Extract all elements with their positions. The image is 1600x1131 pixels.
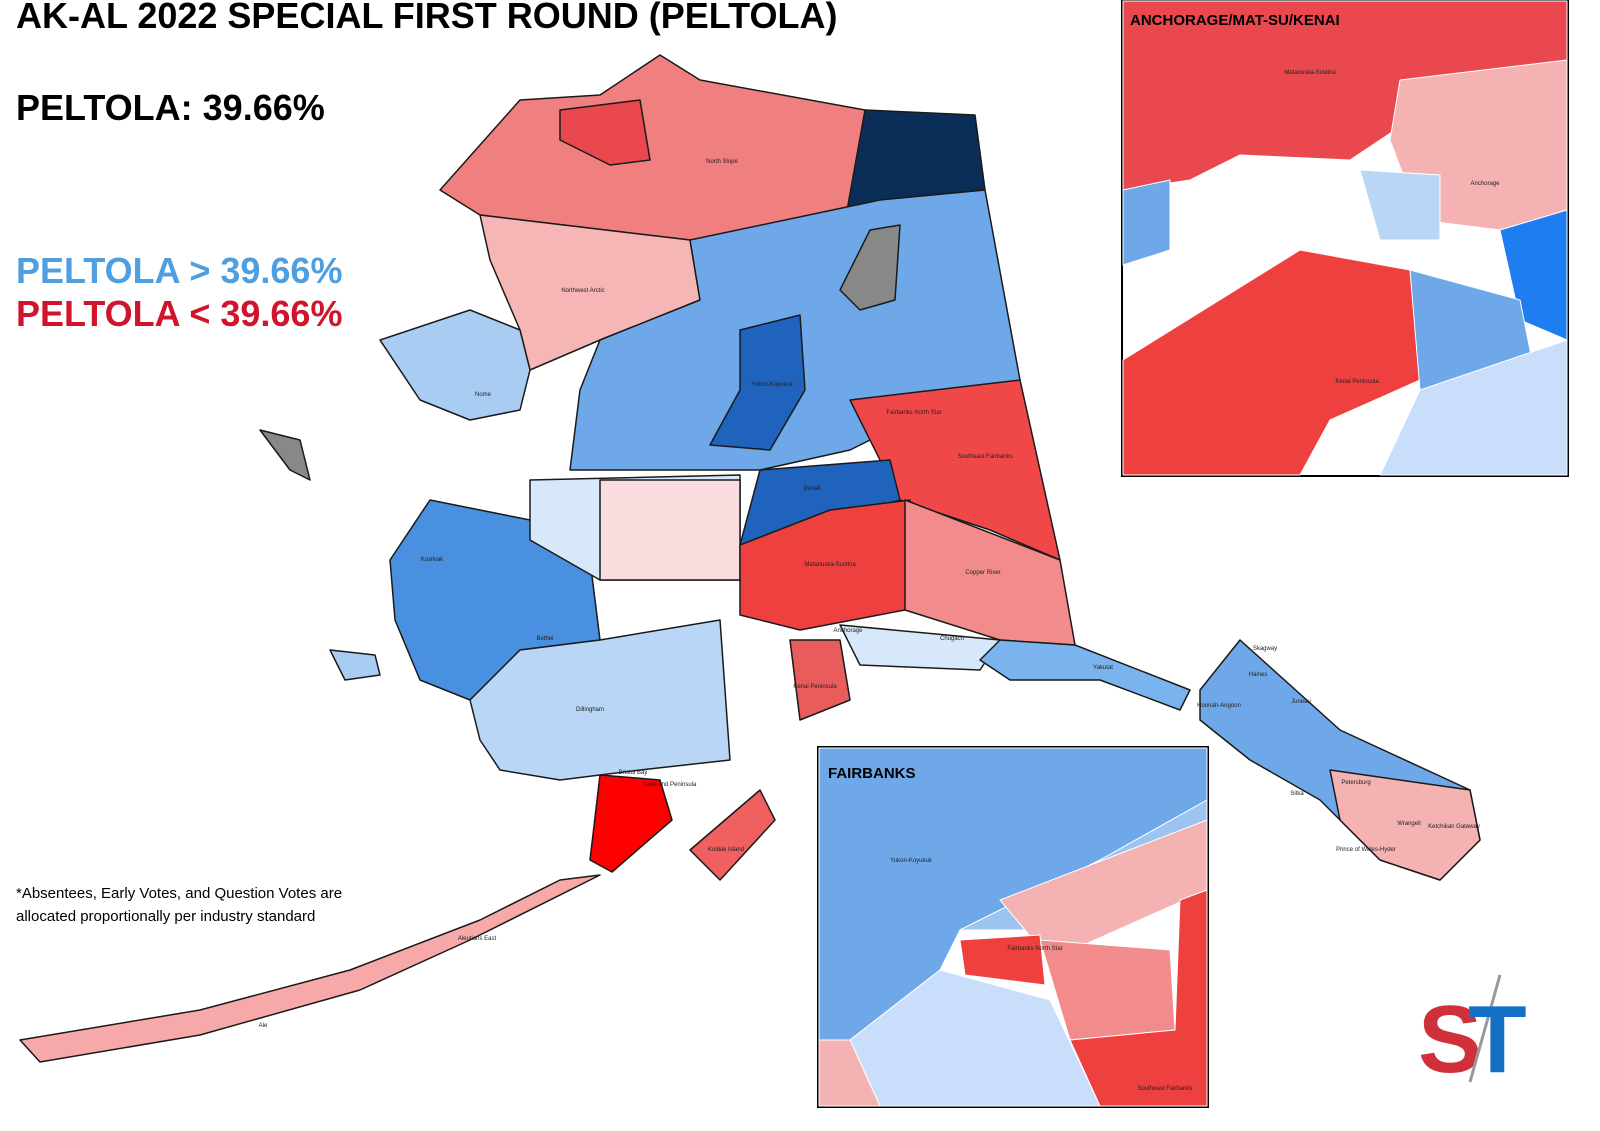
region-label: Lake and Peninsula — [644, 782, 697, 788]
statewide-result: PELTOLA: 39.66% — [16, 87, 325, 128]
logo: S T — [1418, 974, 1527, 1093]
region-label: Yukon-Koyukuk — [890, 858, 933, 864]
region-label: Kenai Peninsula — [1335, 379, 1379, 385]
region-label: Kenai Peninsula — [793, 684, 837, 690]
region-label: Kodiak Island — [708, 847, 744, 853]
region-label: Fairbanks North Star — [886, 410, 941, 416]
region-label: Ale — [259, 1023, 268, 1029]
region-label: Bristol Bay — [619, 770, 648, 776]
region-label: Yukon-Koyukuk — [751, 382, 794, 388]
region-label: Copper River — [965, 570, 1000, 576]
region-label: Matanuska-Susitna — [1284, 70, 1336, 76]
alaska-map — [19, 54, 1481, 1063]
region-label: Aleutians East — [458, 936, 497, 942]
region-label: North Slope — [706, 159, 738, 165]
region-label: Haines — [1249, 672, 1268, 678]
region-label: Denali — [803, 486, 820, 492]
anchorage-inset — [1121, 0, 1569, 477]
logo-letter: T — [1468, 986, 1527, 1093]
fairbanks-inset — [817, 746, 1209, 1108]
region-label: Hoonah-Angoon — [1197, 703, 1241, 709]
region-label: Northwest Arctic — [561, 288, 604, 294]
region-label: Dillingham — [576, 707, 604, 713]
footnote: allocated proportionally per industry st… — [16, 908, 315, 925]
region-label: Sitka — [1290, 791, 1304, 797]
region-label: Anchorage — [1470, 181, 1500, 187]
region-label: Bethel — [536, 636, 553, 642]
region-label: Fairbanks North Star — [1007, 946, 1062, 952]
region-label: Nome — [475, 392, 492, 398]
region-label: Ketchikan Gateway — [1428, 824, 1480, 830]
region-label: Matanuska-Susitna — [804, 562, 856, 568]
region-label: Chugach — [940, 636, 964, 642]
region-label: Prince of Wales-Hyder — [1336, 847, 1396, 853]
region-label: Wrangell — [1397, 821, 1421, 827]
region-label: Southeast Fairbanks — [957, 454, 1012, 460]
region-label: Petersburg — [1341, 780, 1370, 786]
inset-title: ANCHORAGE/MAT-SU/KENAI — [1130, 12, 1340, 29]
region-label: Anchorage — [833, 628, 863, 634]
legend-above: PELTOLA > 39.66% — [16, 250, 342, 291]
region-label: Skagway — [1253, 646, 1277, 652]
title: AK-AL 2022 SPECIAL FIRST ROUND (PELTOLA) — [16, 0, 837, 36]
inset-title: FAIRBANKS — [828, 765, 916, 782]
footnote: *Absentees, Early Votes, and Question Vo… — [16, 885, 342, 902]
labels: North Slope Northwest Arctic Nome Yukon-Koy… — [259, 70, 1501, 1092]
region-label: Juneau — [1291, 699, 1311, 705]
legend-below: PELTOLA < 39.66% — [16, 293, 342, 334]
region-label: Southeast Fairbanks — [1137, 1086, 1192, 1092]
region-label: Kusilvak — [421, 557, 444, 563]
region-label: Yakutat — [1093, 665, 1113, 671]
